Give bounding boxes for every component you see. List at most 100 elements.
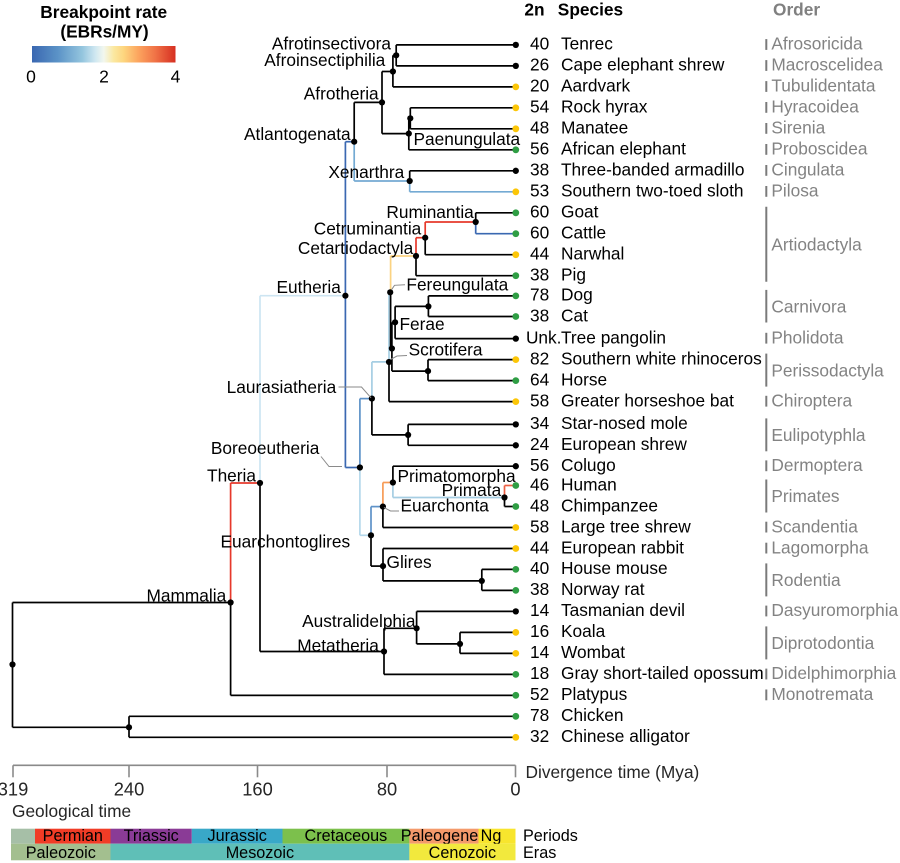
svg-text:80: 80 — [377, 778, 397, 799]
svg-text:32: 32 — [530, 726, 549, 746]
svg-text:Primates: Primates — [771, 486, 840, 506]
svg-text:Jurassic: Jurassic — [208, 827, 267, 845]
svg-text:14: 14 — [530, 600, 550, 620]
svg-text:Scrotifera: Scrotifera — [409, 339, 483, 359]
svg-text:240: 240 — [114, 778, 145, 799]
svg-text:Hyracoidea: Hyracoidea — [771, 97, 859, 117]
svg-text:Monotremata: Monotremata — [771, 684, 873, 704]
svg-text:African elephant: African elephant — [561, 139, 686, 159]
svg-text:(EBRs/MY): (EBRs/MY) — [60, 22, 148, 42]
svg-text:Afrotinsectivora: Afrotinsectivora — [272, 33, 391, 53]
svg-text:Tubulidentata: Tubulidentata — [771, 76, 875, 96]
svg-text:Chicken: Chicken — [561, 705, 623, 725]
svg-text:Ruminantia: Ruminantia — [386, 202, 474, 222]
svg-text:Afrosoricida: Afrosoricida — [771, 34, 863, 54]
svg-text:Sirenia: Sirenia — [771, 118, 825, 138]
svg-text:0: 0 — [510, 778, 520, 799]
svg-text:Euarchonta: Euarchonta — [401, 496, 490, 516]
svg-text:Permian: Permian — [43, 827, 103, 845]
svg-text:Paleozoic: Paleozoic — [26, 844, 96, 862]
svg-text:78: 78 — [530, 705, 549, 725]
svg-text:Boreoeutheria: Boreoeutheria — [211, 438, 320, 458]
svg-text:52: 52 — [530, 684, 549, 704]
svg-text:Afroinsectiphilia: Afroinsectiphilia — [264, 50, 385, 70]
svg-text:Order: Order — [773, 0, 820, 20]
svg-text:Species: Species — [558, 0, 623, 20]
svg-text:Primatomorpha: Primatomorpha — [398, 466, 517, 486]
svg-text:38: 38 — [530, 305, 549, 325]
svg-text:Ferae: Ferae — [400, 314, 445, 334]
svg-text:58: 58 — [530, 516, 549, 536]
svg-text:Platypus: Platypus — [561, 684, 628, 704]
svg-text:38: 38 — [530, 160, 549, 180]
svg-text:2n: 2n — [524, 0, 544, 20]
svg-text:319: 319 — [0, 778, 28, 799]
svg-text:Carnivora: Carnivora — [771, 296, 846, 316]
svg-text:58: 58 — [530, 390, 549, 410]
svg-text:Pholidota: Pholidota — [771, 327, 843, 347]
svg-text:20: 20 — [530, 76, 549, 96]
svg-text:Dasyuromorphia: Dasyuromorphia — [771, 600, 898, 620]
svg-text:14: 14 — [530, 642, 550, 662]
svg-text:European rabbit: European rabbit — [561, 537, 684, 557]
svg-text:Diprotodontia: Diprotodontia — [771, 633, 874, 653]
svg-text:Narwhal: Narwhal — [561, 244, 624, 264]
svg-text:Glires: Glires — [387, 552, 432, 572]
svg-text:Cretaceous: Cretaceous — [305, 827, 388, 845]
svg-text:Cat: Cat — [561, 305, 588, 325]
svg-text:Human: Human — [561, 474, 617, 494]
svg-text:Cattle: Cattle — [561, 223, 606, 243]
svg-text:Paleogene: Paleogene — [401, 827, 478, 845]
svg-text:Aardvark: Aardvark — [561, 76, 631, 96]
svg-text:60: 60 — [530, 202, 549, 222]
svg-text:48: 48 — [530, 495, 549, 515]
svg-text:54: 54 — [530, 97, 550, 117]
svg-text:24: 24 — [530, 434, 550, 454]
svg-text:Xenarthra: Xenarthra — [328, 162, 404, 182]
svg-text:European shrew: European shrew — [561, 434, 687, 454]
svg-text:Mammalia: Mammalia — [146, 586, 226, 606]
svg-text:Gray short-tailed opossum: Gray short-tailed opossum — [561, 663, 764, 683]
svg-text:Eulipotyphla: Eulipotyphla — [771, 425, 866, 445]
svg-text:Manatee: Manatee — [561, 118, 628, 138]
svg-text:48: 48 — [530, 118, 549, 138]
svg-text:160: 160 — [242, 778, 273, 799]
svg-text:Didelphimorphia: Didelphimorphia — [771, 663, 896, 683]
svg-text:34: 34 — [530, 413, 550, 433]
svg-text:Euarchontoglires: Euarchontoglires — [221, 531, 351, 551]
svg-text:40: 40 — [530, 34, 549, 54]
svg-text:Tasmanian devil: Tasmanian devil — [561, 600, 685, 620]
svg-text:Macroscelidea: Macroscelidea — [771, 55, 883, 75]
svg-text:Geological time: Geological time — [12, 801, 131, 821]
svg-text:Chimpanzee: Chimpanzee — [561, 495, 658, 515]
svg-text:Large tree shrew: Large tree shrew — [561, 516, 691, 536]
svg-text:Perissodactyla: Perissodactyla — [771, 360, 884, 380]
svg-text:16: 16 — [530, 621, 549, 641]
svg-text:Colugo: Colugo — [561, 455, 616, 475]
svg-text:Southern two-toed sloth: Southern two-toed sloth — [561, 181, 744, 201]
svg-text:4: 4 — [171, 67, 181, 87]
svg-text:Lagomorpha: Lagomorpha — [771, 537, 868, 557]
svg-text:Tree pangolin: Tree pangolin — [561, 327, 666, 347]
svg-text:Australidelphia: Australidelphia — [302, 611, 416, 631]
svg-text:Proboscidea: Proboscidea — [771, 139, 867, 159]
svg-text:Koala: Koala — [561, 621, 606, 641]
svg-text:56: 56 — [530, 139, 549, 159]
svg-text:House mouse: House mouse — [561, 558, 668, 578]
svg-text:Theria: Theria — [207, 465, 256, 485]
svg-text:78: 78 — [530, 285, 549, 305]
svg-text:Breakpoint rate: Breakpoint rate — [40, 2, 167, 22]
svg-text:Tenrec: Tenrec — [561, 34, 613, 54]
svg-text:53: 53 — [530, 181, 549, 201]
svg-text:64: 64 — [530, 369, 550, 389]
svg-text:Afrotheria: Afrotheria — [304, 84, 379, 104]
svg-text:60: 60 — [530, 223, 549, 243]
svg-text:Cenozoic: Cenozoic — [429, 844, 497, 862]
svg-text:Horse: Horse — [561, 369, 607, 389]
svg-text:Pilosa: Pilosa — [771, 181, 818, 201]
svg-text:Dermoptera: Dermoptera — [771, 455, 863, 475]
svg-text:Triassic: Triassic — [124, 827, 179, 845]
svg-text:Greater horseshoe bat: Greater horseshoe bat — [561, 390, 734, 410]
svg-text:46: 46 — [530, 474, 549, 494]
svg-text:Wombat: Wombat — [561, 642, 625, 662]
